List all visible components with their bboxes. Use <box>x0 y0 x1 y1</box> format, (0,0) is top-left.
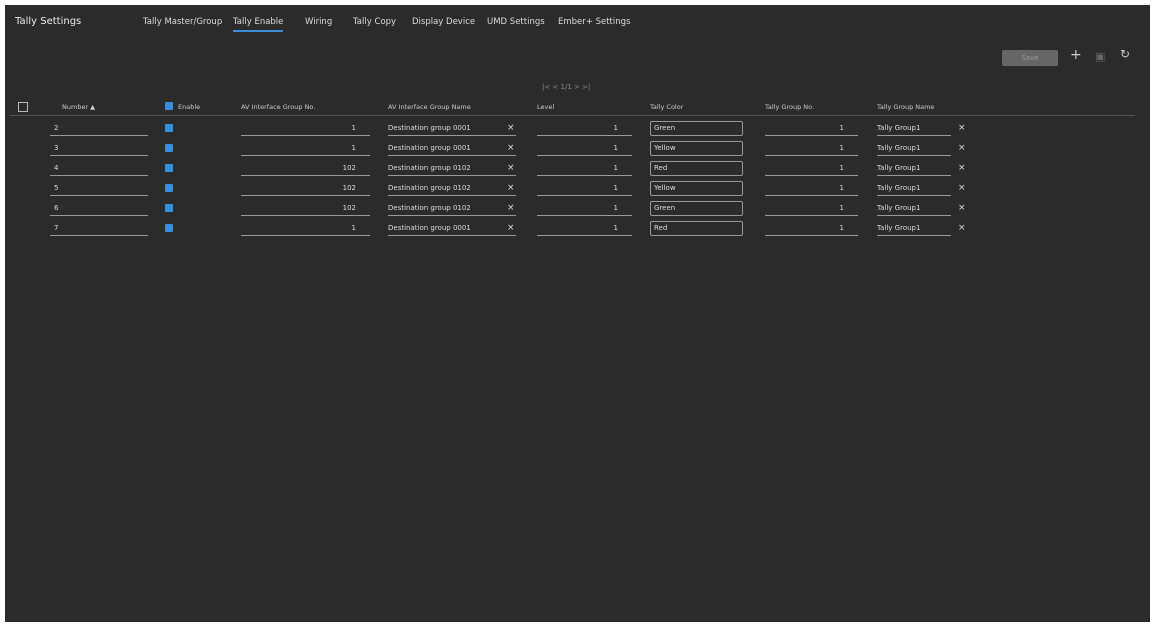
header-line <box>10 115 1135 116</box>
column-header: Tally Color <box>650 103 684 111</box>
column-header[interactable]: Number ▲ <box>62 103 96 111</box>
app: Tally Settings Save + ▣ ↻ |< < 1/1 > >| … <box>5 5 1150 622</box>
enable-all-checkbox[interactable] <box>165 102 173 110</box>
enable-checkbox[interactable] <box>165 124 173 132</box>
tab[interactable]: Display Device <box>412 17 476 27</box>
last-page[interactable]: > >| <box>571 83 591 91</box>
av-group-name-input[interactable]: Destination group 0102 <box>388 181 516 196</box>
av-group-name-input[interactable]: Destination group 0102 <box>388 161 516 176</box>
tab[interactable]: Ember+ Settings <box>558 17 631 27</box>
select-all[interactable] <box>18 102 28 112</box>
tab[interactable]: Tally Enable <box>233 17 284 32</box>
av-group-no-input[interactable]: 102 <box>241 181 370 196</box>
add-icon[interactable]: + <box>1070 47 1082 63</box>
clear-icon[interactable]: × <box>507 183 515 193</box>
number-input[interactable]: 7 <box>50 221 148 236</box>
tally-group-no-input[interactable]: 1 <box>765 161 858 176</box>
clear-icon[interactable]: × <box>958 123 966 133</box>
av-group-name-input[interactable]: Destination group 0102 <box>388 201 516 216</box>
level-input[interactable]: 1 <box>537 161 632 176</box>
enable-checkbox[interactable] <box>165 204 173 212</box>
tab[interactable]: Tally Master/Group <box>143 17 223 27</box>
level-input[interactable]: 1 <box>537 221 632 236</box>
column-header: Enable <box>178 103 201 111</box>
av-group-no-input[interactable]: 102 <box>241 201 370 216</box>
clear-icon[interactable]: × <box>507 163 515 173</box>
tally-color-select[interactable]: Yellow <box>650 141 743 156</box>
tally-group-no-input[interactable]: 1 <box>765 221 858 236</box>
av-group-no-input[interactable]: 1 <box>241 141 370 156</box>
tally-group-no-input[interactable]: 1 <box>765 121 858 136</box>
tab[interactable]: UMD Settings <box>487 17 545 27</box>
tally-color-select[interactable]: Green <box>650 201 743 216</box>
clear-icon[interactable]: × <box>507 223 515 233</box>
clear-icon[interactable]: × <box>958 143 966 153</box>
tally-color-select[interactable]: Yellow <box>650 181 743 196</box>
av-group-name-input[interactable]: Destination group 0001 <box>388 141 516 156</box>
level-input[interactable]: 1 <box>537 141 632 156</box>
av-group-no-input[interactable]: 1 <box>241 121 370 136</box>
tally-group-name-input[interactable]: Tally Group1 <box>877 161 951 176</box>
enable-checkbox[interactable] <box>165 184 173 192</box>
clear-icon[interactable]: × <box>507 143 515 153</box>
clear-icon[interactable]: × <box>958 203 966 213</box>
number-input[interactable]: 2 <box>50 121 148 136</box>
clear-icon[interactable]: × <box>507 203 515 213</box>
clear-icon[interactable]: × <box>958 183 966 193</box>
tally-group-name-input[interactable]: Tally Group1 <box>877 141 951 156</box>
av-group-no-input[interactable]: 1 <box>241 221 370 236</box>
tally-group-no-input[interactable]: 1 <box>765 181 858 196</box>
clear-icon[interactable]: × <box>507 123 515 133</box>
number-input[interactable]: 5 <box>50 181 148 196</box>
column-header: AV Interface Group Name <box>388 103 471 111</box>
enable-checkbox[interactable] <box>165 224 173 232</box>
tally-group-name-input[interactable]: Tally Group1 <box>877 181 951 196</box>
column-header: Tally Group Name <box>877 103 935 111</box>
level-input[interactable]: 1 <box>537 121 632 136</box>
clear-icon[interactable]: × <box>958 163 966 173</box>
column-header: AV Interface Group No. <box>241 103 316 111</box>
tally-color-select[interactable]: Red <box>650 221 743 236</box>
tally-group-no-input[interactable]: 1 <box>765 141 858 156</box>
number-input[interactable]: 6 <box>50 201 148 216</box>
tally-group-no-input[interactable]: 1 <box>765 201 858 216</box>
pagination: |< < 1/1 > >| <box>542 83 590 91</box>
refresh-icon[interactable]: ↻ <box>1120 47 1131 61</box>
save-button[interactable]: Save <box>1002 50 1058 66</box>
tally-color-select[interactable]: Green <box>650 121 743 136</box>
av-group-no-input[interactable]: 102 <box>241 161 370 176</box>
tab[interactable]: Tally Copy <box>353 17 397 27</box>
tally-group-name-input[interactable]: Tally Group1 <box>877 201 951 216</box>
level-input[interactable]: 1 <box>537 201 632 216</box>
tally-color-select[interactable]: Red <box>650 161 743 176</box>
tally-group-name-input[interactable]: Tally Group1 <box>877 221 951 236</box>
av-group-name-input[interactable]: Destination group 0001 <box>388 121 516 136</box>
tally-group-name-input[interactable]: Tally Group1 <box>877 121 951 136</box>
av-group-name-input[interactable]: Destination group 0001 <box>388 221 516 236</box>
page-indicator: 1/1 <box>560 83 572 91</box>
level-input[interactable]: 1 <box>537 181 632 196</box>
column-header: Tally Group No. <box>765 103 815 111</box>
tab[interactable]: Wiring <box>305 17 333 27</box>
delete-icon[interactable]: ▣ <box>1095 50 1106 63</box>
clear-icon[interactable]: × <box>958 223 966 233</box>
enable-checkbox[interactable] <box>165 164 173 172</box>
number-input[interactable]: 3 <box>50 141 148 156</box>
column-header: Level <box>537 103 555 111</box>
enable-checkbox[interactable] <box>165 144 173 152</box>
first-page[interactable]: |< < <box>542 83 561 91</box>
title: Tally Settings <box>15 16 82 27</box>
number-input[interactable]: 4 <box>50 161 148 176</box>
